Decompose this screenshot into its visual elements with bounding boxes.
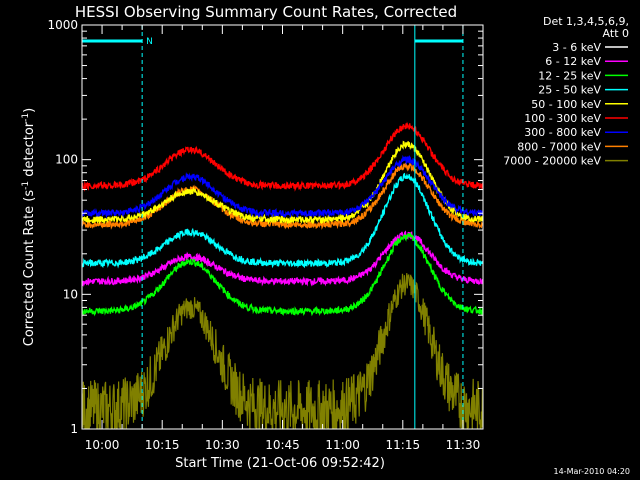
series-line xyxy=(82,172,483,269)
series-line xyxy=(82,231,483,317)
timestamp: 14-Mar-2010 04:20 xyxy=(554,467,631,476)
y-tick-label: 1 xyxy=(70,422,78,436)
y-axis-title-sup1: -1 xyxy=(21,181,31,190)
x-tick-label: 11:30 xyxy=(446,438,481,452)
legend-header-line2: Att 0 xyxy=(603,27,629,40)
legend-label: 12 - 25 keV xyxy=(538,69,601,82)
series-line xyxy=(82,140,483,225)
x-tick-label: 11:15 xyxy=(386,438,421,452)
x-tick-label: 10:00 xyxy=(85,438,120,452)
x-tick-label: 10:45 xyxy=(265,438,300,452)
y-tick-label: 100 xyxy=(55,153,78,167)
x-tick-label: 10:30 xyxy=(205,438,240,452)
legend-label: 7000 - 20000 keV xyxy=(503,155,601,168)
x-axis-title: Start Time (21-Oct-06 09:52:42) xyxy=(175,456,385,471)
y-axis-title-mid: detector xyxy=(22,121,37,181)
x-tick-label: 10:15 xyxy=(145,438,180,452)
y-tick-label: 10 xyxy=(63,287,78,301)
legend-label: 3 - 6 keV xyxy=(552,41,601,54)
legend-label: 800 - 7000 keV xyxy=(517,140,601,153)
series-layer xyxy=(82,121,483,429)
x-axis: 10:00 10:15 10:30 10:45 11:00 11:15 11:30 xyxy=(81,25,484,452)
series-line xyxy=(82,273,483,429)
legend-label: 25 - 50 keV xyxy=(538,84,601,97)
series-line xyxy=(82,121,483,192)
y-axis-title: Corrected Count Rate (s-1 detector-1) xyxy=(21,108,37,346)
series-line xyxy=(82,261,483,429)
night-marker-label: N xyxy=(146,37,153,47)
y-axis: 1000 100 10 1 xyxy=(47,18,483,436)
legend-label: 50 - 100 keV xyxy=(531,98,601,111)
legend-label: 100 - 300 keV xyxy=(524,112,601,125)
legend-label: 6 - 12 keV xyxy=(545,55,601,68)
series-line xyxy=(82,154,483,219)
vertical-markers: N xyxy=(82,25,464,429)
y-axis-title-sup2: -1 xyxy=(21,113,31,122)
y-axis-title-end: ) xyxy=(22,108,37,113)
y-axis-title-start: Corrected Count Rate (s xyxy=(22,190,37,347)
x-tick-label: 11:00 xyxy=(325,438,360,452)
y-tick-label: 1000 xyxy=(47,18,78,32)
legend-label: 300 - 800 keV xyxy=(524,126,601,139)
legend-header-line1: Det 1,3,4,5,6,9, xyxy=(543,15,629,28)
series-line xyxy=(82,230,483,287)
chart-title: HESSI Observing Summary Count Rates, Cor… xyxy=(75,3,457,21)
